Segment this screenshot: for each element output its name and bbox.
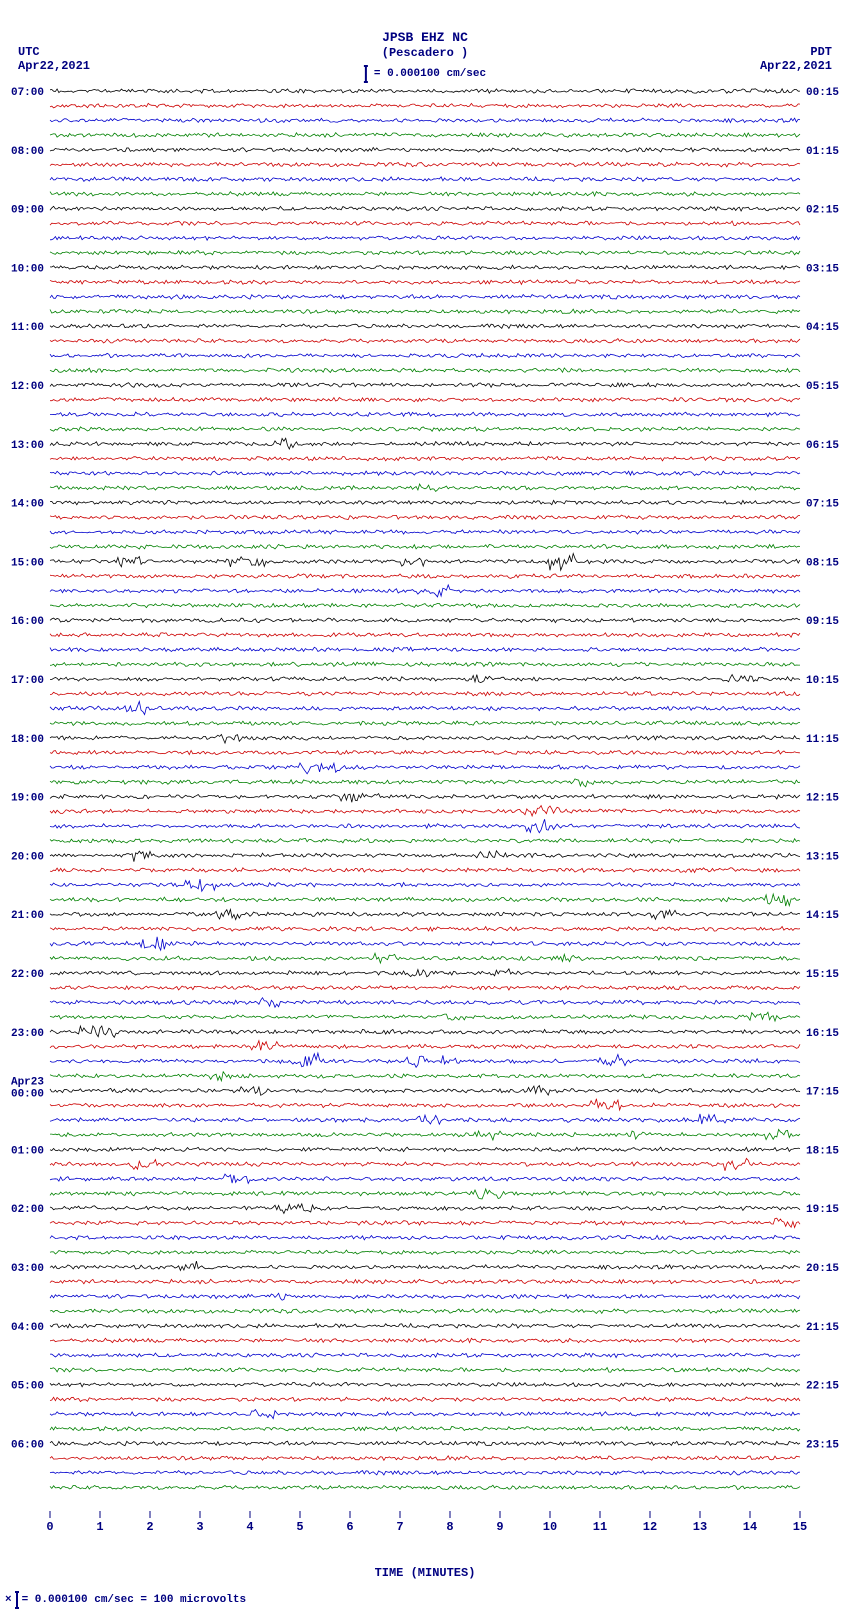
svg-text:17:15: 17:15 [806, 1087, 839, 1099]
svg-text:14: 14 [743, 1520, 757, 1534]
svg-text:22:15: 22:15 [806, 1381, 839, 1393]
svg-text:2: 2 [146, 1520, 153, 1534]
svg-text:9: 9 [496, 1520, 503, 1534]
svg-text:03:15: 03:15 [806, 263, 839, 275]
svg-text:13:15: 13:15 [806, 851, 839, 863]
svg-text:20:15: 20:15 [806, 1263, 839, 1275]
location-line: (Pescadero ) [0, 46, 850, 60]
svg-text:14:00: 14:00 [11, 499, 44, 511]
svg-text:06:15: 06:15 [806, 440, 839, 452]
svg-text:8: 8 [446, 1520, 453, 1534]
svg-text:06:00: 06:00 [11, 1439, 44, 1451]
svg-text:15:15: 15:15 [806, 969, 839, 981]
svg-text:01:15: 01:15 [806, 146, 839, 158]
svg-text:14:15: 14:15 [806, 910, 839, 922]
scale-legend-text: = 0.000100 cm/sec [374, 68, 486, 80]
svg-text:1: 1 [96, 1520, 103, 1534]
svg-text:13:00: 13:00 [11, 440, 44, 452]
svg-text:18:15: 18:15 [806, 1145, 839, 1157]
svg-text:19:00: 19:00 [11, 793, 44, 805]
footer-text: = 0.000100 cm/sec = 100 microvolts [22, 1594, 246, 1606]
svg-text:21:15: 21:15 [806, 1322, 839, 1334]
scale-bar-icon [364, 65, 368, 83]
tz-right-date: Apr22,2021 [760, 59, 832, 73]
svg-text:12:00: 12:00 [11, 381, 44, 393]
svg-text:16:15: 16:15 [806, 1028, 839, 1040]
svg-text:08:15: 08:15 [806, 557, 839, 569]
svg-text:11:00: 11:00 [11, 322, 44, 334]
svg-text:5: 5 [296, 1520, 303, 1534]
svg-text:04:00: 04:00 [11, 1322, 44, 1334]
seismogram-container: UTC Apr22,2021 PDT Apr22,2021 JPSB EHZ N… [0, 0, 850, 1613]
svg-text:01:00: 01:00 [11, 1145, 44, 1157]
svg-text:15: 15 [793, 1520, 807, 1534]
svg-text:05:15: 05:15 [806, 381, 839, 393]
scale-bar-icon [15, 1591, 19, 1609]
svg-text:21:00: 21:00 [11, 910, 44, 922]
svg-text:3: 3 [196, 1520, 203, 1534]
svg-text:16:00: 16:00 [11, 616, 44, 628]
svg-text:09:00: 09:00 [11, 205, 44, 217]
station-line: JPSB EHZ NC [0, 30, 850, 46]
svg-text:10:00: 10:00 [11, 263, 44, 275]
svg-text:00:00: 00:00 [11, 1089, 44, 1101]
svg-text:6: 6 [346, 1520, 353, 1534]
tz-left-date: Apr22,2021 [18, 59, 90, 73]
svg-text:12: 12 [643, 1520, 657, 1534]
svg-text:Apr23: Apr23 [11, 1077, 44, 1089]
svg-text:02:00: 02:00 [11, 1204, 44, 1216]
svg-text:18:00: 18:00 [11, 734, 44, 746]
svg-text:23:00: 23:00 [11, 1028, 44, 1040]
svg-text:11:15: 11:15 [806, 734, 839, 746]
footer-legend: × = 0.000100 cm/sec = 100 microvolts [5, 1591, 246, 1609]
svg-text:0: 0 [46, 1520, 53, 1534]
svg-text:7: 7 [396, 1520, 403, 1534]
svg-text:02:15: 02:15 [806, 205, 839, 217]
svg-text:08:00: 08:00 [11, 146, 44, 158]
svg-text:04:15: 04:15 [806, 322, 839, 334]
svg-text:20:00: 20:00 [11, 851, 44, 863]
svg-text:4: 4 [246, 1520, 253, 1534]
svg-text:05:00: 05:00 [11, 1381, 44, 1393]
svg-text:19:15: 19:15 [806, 1204, 839, 1216]
header: JPSB EHZ NC (Pescadero ) [0, 30, 850, 60]
footer-prefix: × [5, 1594, 12, 1606]
svg-text:23:15: 23:15 [806, 1439, 839, 1451]
svg-text:22:00: 22:00 [11, 969, 44, 981]
svg-text:07:15: 07:15 [806, 499, 839, 511]
svg-text:10: 10 [543, 1520, 557, 1534]
svg-text:13: 13 [693, 1520, 707, 1534]
svg-text:00:15: 00:15 [806, 87, 839, 99]
svg-text:15:00: 15:00 [11, 557, 44, 569]
svg-text:17:00: 17:00 [11, 675, 44, 687]
seismogram-plot: 012345678910111213141507:0008:0009:0010:… [0, 85, 850, 1565]
xaxis-label: TIME (MINUTES) [0, 1566, 850, 1580]
svg-text:07:00: 07:00 [11, 87, 44, 99]
svg-text:03:00: 03:00 [11, 1263, 44, 1275]
svg-text:09:15: 09:15 [806, 616, 839, 628]
svg-text:12:15: 12:15 [806, 793, 839, 805]
svg-text:10:15: 10:15 [806, 675, 839, 687]
scale-legend: = 0.000100 cm/sec [364, 65, 486, 83]
svg-text:11: 11 [593, 1520, 607, 1534]
